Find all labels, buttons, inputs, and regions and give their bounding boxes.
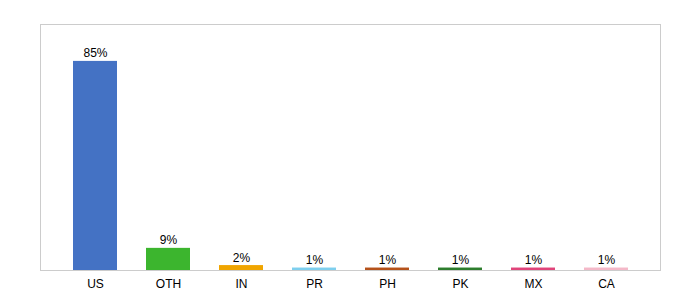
svg-text:1%: 1%: [525, 253, 543, 267]
svg-text:CA: CA: [598, 277, 615, 291]
svg-text:PH: PH: [379, 277, 396, 291]
svg-text:1%: 1%: [306, 253, 324, 267]
svg-text:PK: PK: [452, 277, 468, 291]
svg-text:OTH: OTH: [156, 277, 181, 291]
svg-text:PR: PR: [306, 277, 323, 291]
svg-text:2%: 2%: [233, 251, 251, 265]
svg-text:85%: 85%: [83, 46, 107, 60]
svg-text:MX: MX: [525, 277, 543, 291]
svg-text:9%: 9%: [160, 233, 178, 247]
svg-text:1%: 1%: [379, 253, 397, 267]
svg-text:1%: 1%: [598, 253, 616, 267]
svg-text:US: US: [87, 277, 104, 291]
svg-text:IN: IN: [236, 277, 248, 291]
svg-text:1%: 1%: [452, 253, 470, 267]
